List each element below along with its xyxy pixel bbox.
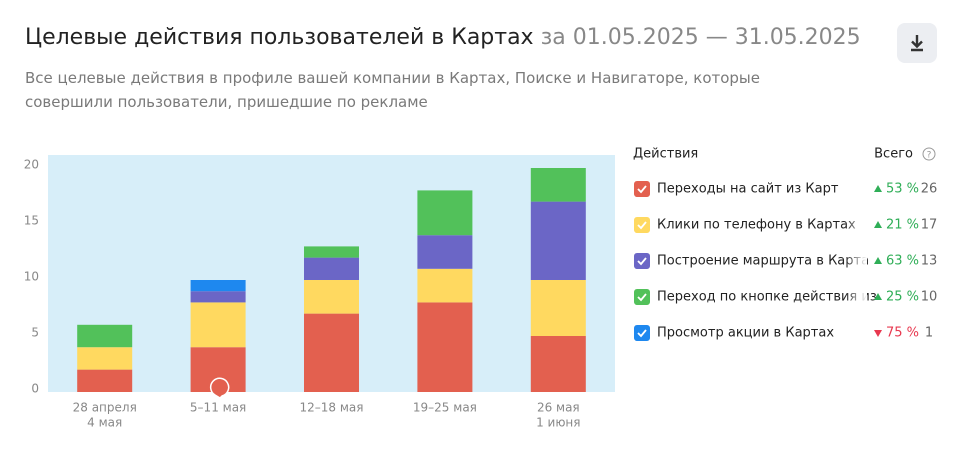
legend-label: Переходы на сайт из Карт	[657, 182, 839, 197]
y-tick-label: 0	[31, 382, 39, 396]
legend-checkbox	[634, 253, 650, 269]
fade	[845, 323, 867, 343]
plot-background	[48, 155, 615, 392]
change-label: 75 %	[886, 326, 919, 341]
subtitle: Все целевые действия в профиле вашей ком…	[25, 69, 760, 111]
title: Целевые действия пользователей в Картах	[25, 25, 534, 50]
legend-checkbox	[634, 181, 650, 197]
check-mark	[637, 185, 647, 194]
help-icon: ?	[927, 151, 932, 161]
bar-segment	[304, 246, 359, 258]
legend-header: Действия	[633, 147, 698, 162]
check-mark	[637, 257, 647, 266]
trend-arrow	[874, 330, 882, 337]
download-icon	[911, 35, 923, 52]
bar-segment	[77, 347, 133, 370]
trend-arrow	[874, 257, 882, 264]
bar-segment	[77, 369, 133, 392]
total-label: 17	[921, 218, 938, 233]
bar-segment	[304, 280, 359, 314]
x-tick-label: 1 июня	[536, 416, 580, 430]
fade	[845, 215, 867, 235]
total-label: 13	[921, 254, 938, 269]
bar-segment	[190, 302, 246, 348]
fade	[845, 251, 867, 271]
help-icon	[922, 147, 936, 161]
change-label: 21 %	[886, 218, 919, 233]
legend-label: Переход по кнопке действия из	[657, 290, 877, 305]
bar-segment	[190, 291, 246, 303]
y-tick-label: 10	[24, 270, 39, 284]
total-label: 10	[921, 290, 938, 305]
x-tick-label: 28 апреля	[73, 401, 137, 415]
download-button[interactable]	[897, 23, 937, 63]
x-tick-label: 19–25 мая	[413, 401, 477, 415]
x-tick-label: 12–18 мая	[300, 401, 364, 415]
total-label: 1	[925, 326, 933, 341]
y-tick-label: 15	[24, 214, 39, 228]
check-mark	[637, 329, 647, 338]
legend-label: Клики по телефону в Картах	[657, 218, 856, 233]
fade	[845, 287, 867, 307]
bar-segment	[417, 302, 473, 392]
check-mark	[637, 293, 647, 302]
check-mark	[637, 221, 647, 230]
change-label: 53 %	[886, 182, 919, 197]
bar-segment	[530, 336, 586, 392]
bar-segment	[190, 280, 246, 292]
bar-segment	[530, 280, 586, 336]
total-label: 26	[921, 182, 938, 197]
y-tick-label: 5	[31, 326, 39, 340]
x-tick-label: 26 мая	[537, 401, 580, 415]
bar-segment	[77, 324, 133, 348]
legend-label: Построение маршрута в Карта	[657, 254, 869, 269]
legend-checkbox	[634, 217, 650, 233]
y-tick-label: 20	[24, 158, 39, 172]
bar-segment	[417, 268, 473, 303]
x-tick-label: 5–11 мая	[190, 401, 246, 415]
change-label: 63 %	[886, 254, 919, 269]
legend-checkbox	[634, 325, 650, 341]
bar-segment	[190, 347, 246, 392]
period: за 01.05.2025 — 31.05.2025	[540, 25, 861, 50]
bar-segment	[530, 168, 586, 202]
legend-header: Всего	[874, 147, 913, 162]
trend-arrow	[874, 293, 882, 300]
bar-segment	[530, 201, 586, 280]
x-tick-label: 4 мая	[87, 416, 122, 430]
bar-segment	[304, 257, 359, 280]
bar-segment	[417, 190, 473, 236]
trend-arrow	[874, 185, 882, 192]
title-block: Целевые действия пользователей в Картах …	[25, 25, 861, 50]
bar-segment	[417, 235, 473, 269]
legend-label: Просмотр акции в Картах	[657, 326, 834, 341]
legend-checkbox	[634, 289, 650, 305]
fade	[845, 179, 867, 199]
bar-segment	[304, 313, 359, 392]
comment-marker	[209, 377, 230, 399]
change-label: 25 %	[886, 290, 919, 305]
trend-arrow	[874, 221, 882, 228]
